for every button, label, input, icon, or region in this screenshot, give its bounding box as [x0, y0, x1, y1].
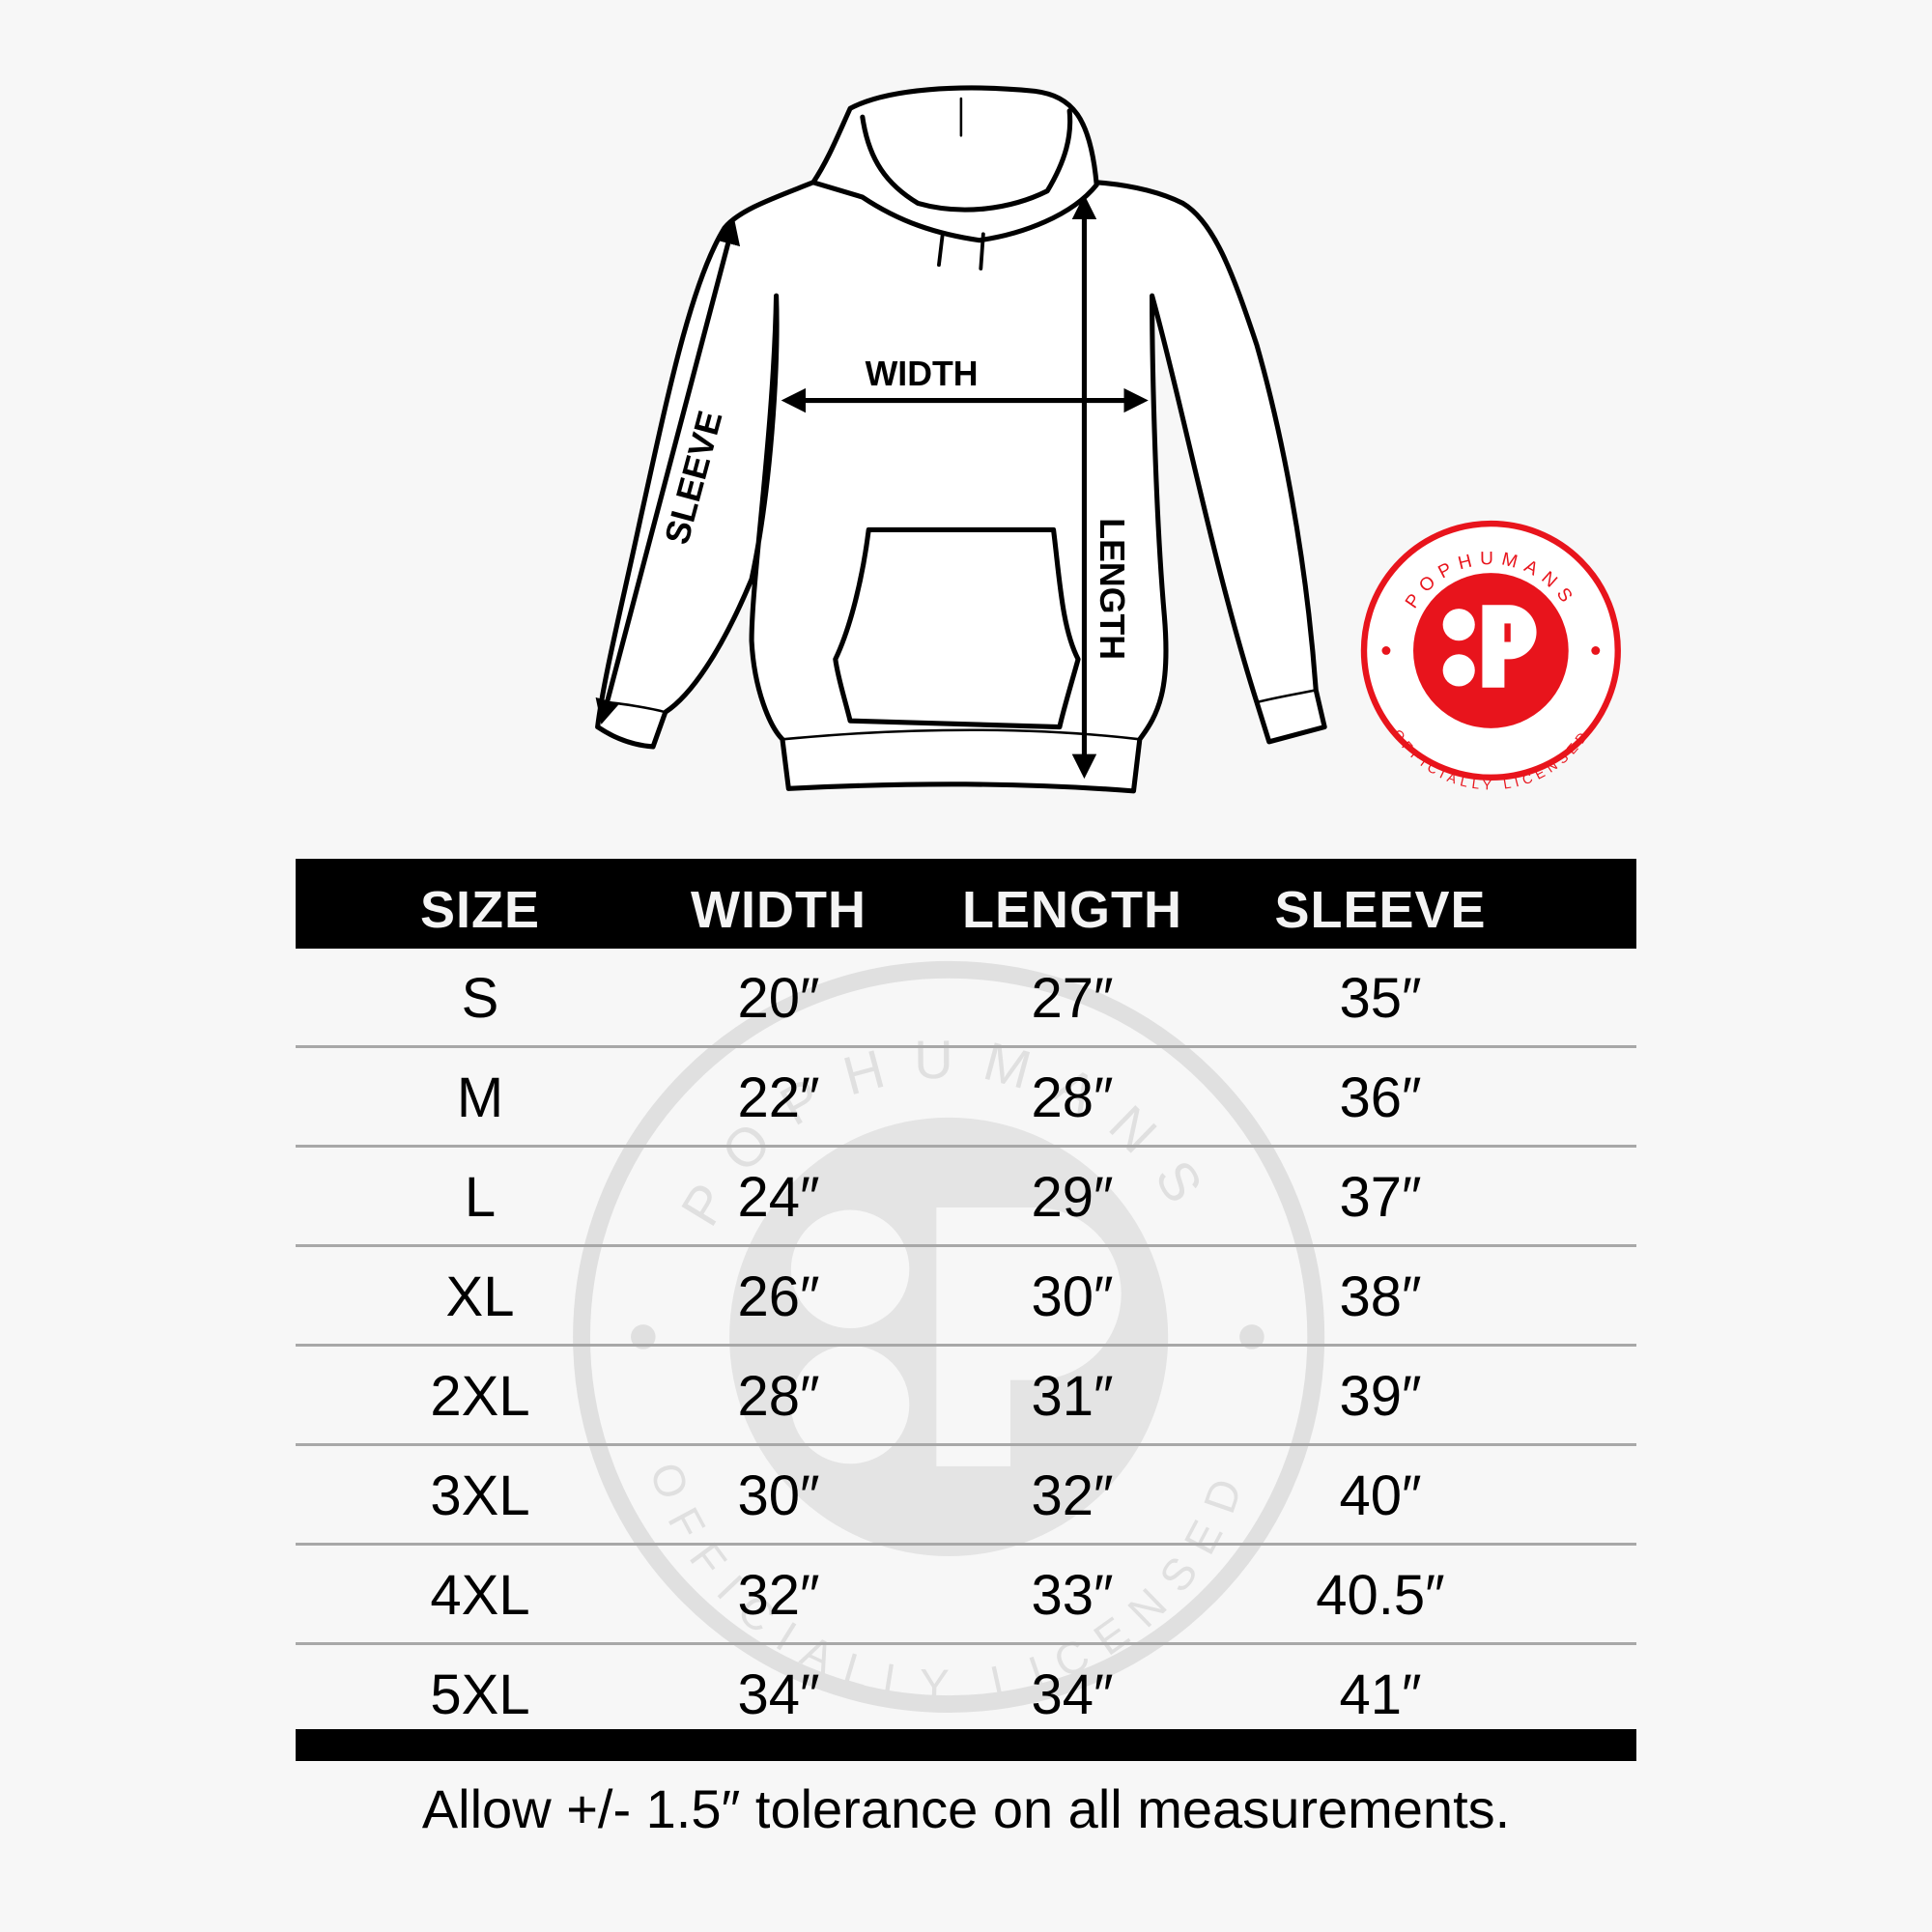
cell-size: 2XL [430, 1365, 530, 1428]
table-row: M 22″ 28″ 36″ [296, 1048, 1636, 1148]
cell-sleeve: 38″ [1339, 1265, 1422, 1328]
cell-size: 4XL [430, 1564, 530, 1627]
cell-width: 28″ [737, 1365, 820, 1428]
table-bottom-bar [296, 1729, 1636, 1761]
cell-size: XL [445, 1265, 515, 1328]
cell-size: M [456, 1066, 504, 1129]
table-row: XL 26″ 30″ 38″ [296, 1247, 1636, 1347]
cell-width: 20″ [737, 967, 820, 1030]
cell-width: 30″ [737, 1464, 820, 1527]
header-size: SIZE [419, 881, 541, 939]
cell-length: 28″ [1031, 1066, 1114, 1129]
cell-length: 34″ [1031, 1663, 1114, 1726]
cell-width: 32″ [737, 1564, 820, 1627]
cell-width: 34″ [737, 1663, 820, 1726]
cell-sleeve: 39″ [1339, 1365, 1422, 1428]
hoodie-illustration [595, 85, 1327, 794]
table-header: SIZE WIDTH LENGTH SLEEVE [296, 859, 1636, 949]
cell-width: 26″ [737, 1265, 820, 1328]
header-width: WIDTH [691, 881, 867, 939]
cell-length: 29″ [1031, 1166, 1114, 1229]
cell-size: L [464, 1166, 497, 1229]
cell-length: 33″ [1031, 1564, 1114, 1627]
header-sleeve: SLEEVE [1274, 881, 1487, 939]
cell-size: S [461, 967, 499, 1030]
cell-length: 32″ [1031, 1464, 1114, 1527]
length-label: LENGTH [1093, 518, 1131, 660]
cell-sleeve: 41″ [1339, 1663, 1422, 1726]
table-row: 2XL 28″ 31″ 39″ [296, 1347, 1636, 1446]
cell-length: 31″ [1031, 1365, 1114, 1428]
cell-length: 27″ [1031, 967, 1114, 1030]
table-row: 5XL 34″ 34″ 41″ [296, 1645, 1636, 1742]
table-row: S 20″ 27″ 35″ [296, 949, 1636, 1048]
cell-sleeve: 40″ [1339, 1464, 1422, 1527]
cell-sleeve: 35″ [1339, 967, 1422, 1030]
measurement-arrows [595, 194, 1149, 780]
cell-size: 5XL [430, 1663, 530, 1726]
cell-sleeve: 37″ [1339, 1166, 1422, 1229]
cell-width: 24″ [737, 1166, 820, 1229]
cell-length: 30″ [1031, 1265, 1114, 1328]
width-label: WIDTH [866, 355, 979, 393]
cell-size: 3XL [430, 1464, 530, 1527]
tolerance-note: Allow +/- 1.5″ tolerance on all measurem… [421, 1778, 1511, 1839]
cell-sleeve: 36″ [1339, 1066, 1422, 1129]
size-chart-table: SIZE WIDTH LENGTH SLEEVE S 20″ 27″ 35″ M 22″ 2… [296, 859, 1636, 1742]
table-row: 3XL 30″ 32″ 40″ [296, 1446, 1636, 1546]
table-row: 4XL 32″ 33″ 40.5″ [296, 1546, 1636, 1645]
table-row: L 24″ 29″ 37″ [296, 1148, 1636, 1247]
cell-width: 22″ [737, 1066, 820, 1129]
cell-sleeve: 40.5″ [1316, 1564, 1445, 1627]
header-length: LENGTH [962, 881, 1182, 939]
